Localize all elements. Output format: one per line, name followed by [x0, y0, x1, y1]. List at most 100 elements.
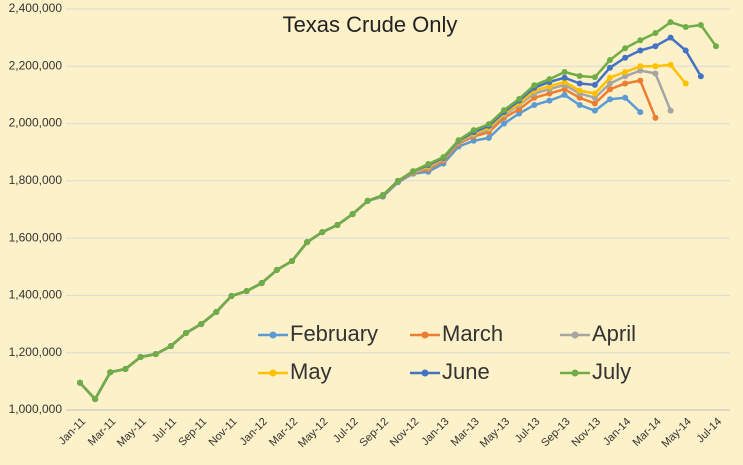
point	[697, 22, 704, 29]
point	[637, 47, 644, 54]
point	[546, 76, 553, 83]
legend-marker	[571, 331, 579, 339]
point	[334, 221, 341, 228]
legend-marker	[421, 331, 429, 339]
point	[243, 288, 250, 295]
legend-marker	[269, 369, 277, 377]
point	[682, 80, 689, 87]
point	[501, 120, 507, 127]
point	[122, 366, 129, 373]
point	[349, 211, 356, 218]
legend-label: July	[592, 359, 631, 384]
legend-label: April	[592, 321, 636, 346]
legend-label: March	[442, 321, 503, 346]
point	[622, 73, 629, 80]
point	[637, 77, 644, 84]
point	[319, 229, 326, 236]
point	[652, 70, 659, 77]
legend-marker	[421, 369, 429, 377]
point	[576, 87, 583, 94]
point	[652, 30, 659, 37]
point	[576, 94, 583, 101]
point	[440, 154, 447, 161]
point	[576, 80, 583, 87]
point	[531, 101, 538, 108]
point	[213, 309, 220, 316]
point	[591, 94, 598, 101]
legend-label: May	[290, 359, 332, 384]
point	[107, 369, 114, 376]
point	[561, 79, 568, 86]
point	[682, 47, 689, 54]
point	[167, 343, 174, 350]
point	[713, 43, 719, 50]
point	[516, 95, 523, 102]
y-tick-label: 2,000,000	[9, 116, 63, 130]
legend-label: June	[442, 359, 490, 384]
point	[576, 101, 583, 108]
point	[395, 177, 401, 184]
point	[470, 137, 477, 144]
y-tick-label: 1,800,000	[9, 173, 63, 187]
y-tick-label: 1,000,000	[9, 402, 63, 416]
point	[516, 110, 523, 117]
point	[607, 80, 613, 87]
legend-marker	[571, 369, 579, 377]
point	[258, 280, 265, 287]
point	[591, 81, 598, 88]
point	[591, 100, 598, 107]
point	[561, 74, 568, 81]
point	[198, 321, 205, 328]
legend-marker	[269, 331, 277, 339]
point	[561, 86, 568, 93]
point	[622, 80, 629, 87]
point	[697, 73, 704, 80]
point	[425, 160, 432, 167]
point	[622, 94, 629, 101]
point	[607, 56, 613, 63]
point	[152, 351, 159, 358]
point	[652, 114, 659, 121]
point	[546, 90, 553, 97]
point	[410, 168, 417, 175]
point	[531, 82, 538, 89]
point	[77, 379, 83, 386]
point	[228, 293, 235, 300]
point	[546, 83, 553, 90]
point	[652, 63, 659, 70]
point	[607, 96, 613, 103]
point	[501, 107, 507, 114]
point	[485, 121, 492, 128]
point	[622, 69, 629, 76]
point	[273, 266, 280, 273]
point	[607, 64, 613, 71]
point	[183, 329, 189, 336]
point	[682, 24, 689, 31]
point	[622, 54, 629, 61]
y-tick-label: 1,200,000	[9, 345, 63, 359]
point	[591, 74, 598, 81]
point	[470, 127, 477, 134]
point	[667, 107, 674, 114]
legend-label: February	[290, 321, 378, 346]
point	[546, 97, 553, 104]
point	[667, 61, 674, 68]
point	[667, 34, 674, 41]
point	[364, 197, 371, 204]
chart-title: Texas Crude Only	[283, 12, 458, 37]
point	[455, 137, 462, 144]
point	[137, 354, 144, 361]
point	[591, 107, 598, 114]
point	[637, 37, 644, 44]
point	[637, 67, 644, 74]
point	[516, 106, 523, 113]
point	[289, 258, 295, 265]
y-tick-label: 1,400,000	[9, 288, 63, 302]
point	[591, 90, 598, 97]
point	[667, 19, 674, 26]
point	[652, 43, 659, 50]
point	[637, 63, 644, 70]
